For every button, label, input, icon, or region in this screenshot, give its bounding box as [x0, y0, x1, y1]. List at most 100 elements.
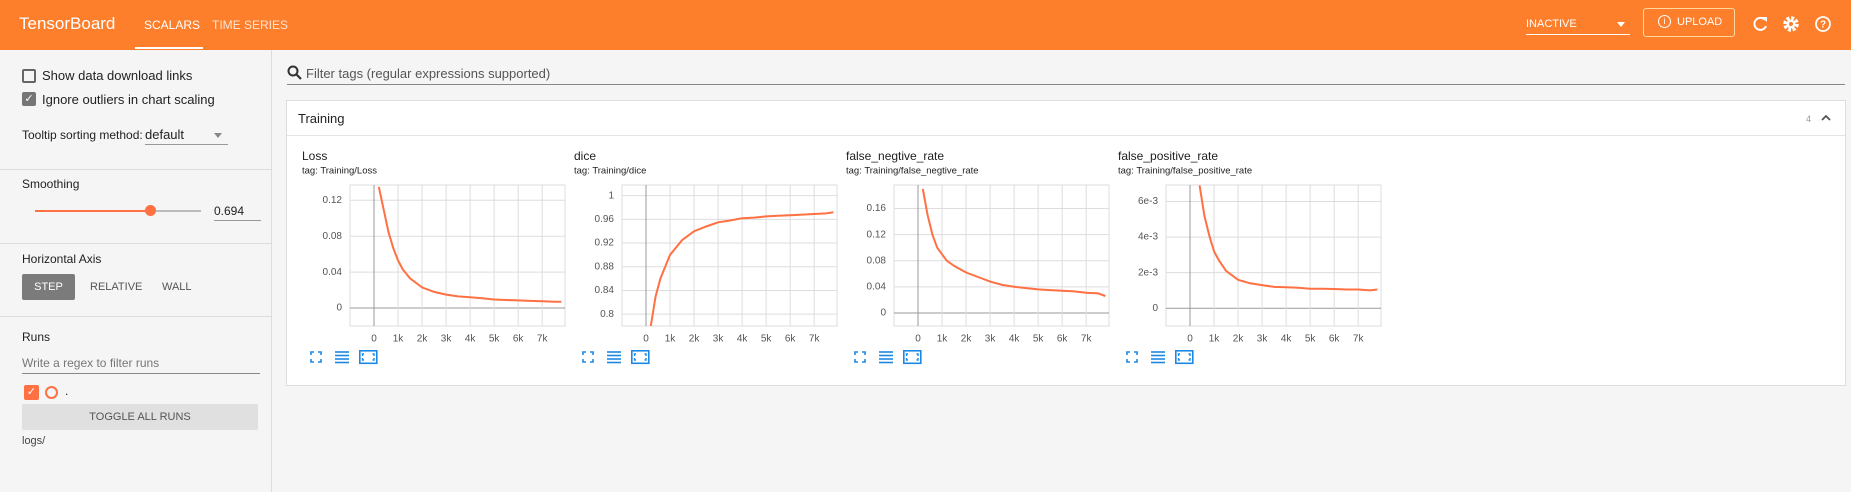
search-input[interactable]: Filter tags (regular expressions support… — [306, 66, 551, 81]
x-tick-label: 6k — [513, 334, 525, 345]
axis-button[interactable]: RELATIVE — [90, 281, 143, 293]
select-underline — [145, 144, 228, 145]
y-tick-label: 0.8 — [600, 309, 614, 320]
refresh-arc — [1753, 16, 1767, 31]
run-color[interactable] — [45, 386, 58, 399]
tab[interactable]: TIME SERIES — [212, 18, 289, 32]
data-table-icon[interactable] — [1151, 351, 1165, 364]
x-tick-label: 1k — [937, 334, 949, 345]
search-icon — [287, 65, 302, 80]
refresh-icon[interactable] — [1751, 15, 1769, 33]
y-tick-label: 0.04 — [867, 281, 887, 292]
section-count: 4 — [1806, 114, 1812, 124]
chart-subtitle: tag: Training/dice — [574, 166, 646, 177]
fullscreen-icon[interactable] — [854, 351, 866, 363]
filter-underline — [22, 373, 260, 374]
x-tick-label: 3k — [985, 334, 997, 345]
y-tick-label: 0.88 — [595, 261, 615, 272]
y-tick-label: 2e-3 — [1138, 267, 1158, 278]
x-tick-label: 4k — [737, 334, 749, 345]
axis-button-selected[interactable]: STEP — [22, 274, 75, 300]
smoothing-input[interactable]: 0.694 — [214, 204, 245, 218]
x-tick-label: 7k — [1353, 334, 1365, 345]
plot-frame — [349, 184, 566, 327]
y-tick-label: 0.12 — [323, 195, 343, 206]
plot-frame — [621, 184, 838, 327]
x-tick-label: 2k — [961, 334, 973, 345]
tab-indicator — [135, 47, 203, 49]
x-tick-label: 2k — [689, 334, 701, 345]
fit-domain-icon[interactable] — [631, 350, 650, 365]
fullscreen-icon[interactable] — [310, 351, 322, 363]
chart-card: false_negtive_rate tag: Training/false_ne… — [846, 148, 1114, 378]
checkbox-label: Ignore outliers in chart scaling — [42, 92, 215, 107]
y-tick-label: 0.96 — [595, 214, 615, 225]
icon-shape — [1126, 351, 1138, 363]
x-tick-label: 7k — [537, 334, 549, 345]
fit-domain-icon[interactable] — [903, 350, 922, 365]
x-tick-label: 4k — [465, 334, 477, 345]
settings-icon[interactable] — [1782, 15, 1800, 33]
slider-thumb[interactable] — [144, 205, 156, 216]
status-select[interactable]: INACTIVE — [1526, 18, 1577, 30]
toggle-runs-button[interactable]: TOGGLE ALL RUNS — [22, 404, 258, 430]
fullscreen-icon[interactable] — [582, 351, 594, 363]
checkbox-label: Show data download links — [42, 68, 193, 83]
chart-subtitle: tag: Training/false_positive_rate — [1118, 166, 1252, 177]
data-table-icon[interactable] — [335, 351, 349, 364]
series-line — [377, 186, 562, 303]
checkbox[interactable] — [22, 69, 36, 83]
x-tick-label: 3k — [441, 334, 453, 345]
x-tick-label: 0 — [1187, 334, 1193, 345]
fullscreen-icon[interactable] — [1126, 351, 1138, 363]
x-tick-label: 6k — [1329, 334, 1341, 345]
refresh-head — [1762, 17, 1767, 22]
help-mark: ? — [1820, 20, 1826, 31]
data-table-icon[interactable] — [879, 351, 893, 364]
runs-filter[interactable]: Write a regex to filter runs — [22, 356, 160, 370]
fit-domain-icon[interactable] — [1175, 350, 1194, 365]
y-tick-label: 4e-3 — [1138, 232, 1158, 243]
x-tick-label: 2k — [1233, 334, 1245, 345]
help-icon[interactable]: ? — [1814, 15, 1832, 33]
app-header: TensorBoard SCALARS TIME SERIES INACTIVE… — [0, 0, 1851, 50]
dropdown-arrow — [1617, 22, 1625, 27]
logdir: logs/ — [22, 435, 46, 447]
x-tick-label: 0 — [371, 334, 377, 345]
tab[interactable]: SCALARS — [144, 18, 201, 32]
icon-shape — [1175, 350, 1194, 365]
chart-card: dice tag: Training/dice 0.8 0.84 0.88 0.92 0.9… — [574, 148, 842, 378]
chart-subtitle: tag: Training/Loss — [302, 166, 377, 177]
run-checkbox[interactable]: ✓ — [24, 385, 39, 400]
tooltip-select[interactable]: default — [145, 127, 185, 142]
data-table-icon[interactable] — [607, 351, 621, 364]
x-tick-label: 3k — [713, 334, 725, 345]
fit-domain-icon[interactable] — [359, 350, 378, 365]
icon-shape — [905, 353, 919, 361]
chart: false_positive_rate tag: Training/false_p… — [1118, 149, 1382, 365]
series-line — [921, 188, 1106, 297]
smoothing-label: Smoothing — [22, 177, 80, 191]
run-name: . — [65, 384, 69, 398]
collapse-icon[interactable] — [1819, 111, 1833, 125]
select-underline — [1526, 34, 1630, 35]
chart: dice tag: Training/dice 0.8 0.84 0.88 0.92 0.9… — [574, 149, 838, 365]
section-title: Training — [298, 111, 345, 126]
icon-shape — [359, 350, 378, 365]
x-tick-label: 1k — [1209, 334, 1221, 345]
icon-shape — [854, 351, 866, 363]
upload-button[interactable]: i UPLOAD — [1643, 8, 1735, 37]
y-tick-label: 6e-3 — [1138, 196, 1158, 207]
x-tick-label: 1k — [665, 334, 677, 345]
icon-shape — [582, 351, 594, 363]
help-circle — [1815, 16, 1831, 32]
series-line — [649, 211, 834, 326]
axis-button[interactable]: WALL — [162, 281, 192, 293]
checkbox-checked[interactable]: ✓ — [22, 92, 36, 106]
x-tick-label: 1k — [393, 334, 405, 345]
y-tick-label: 0.08 — [867, 255, 887, 266]
x-tick-label: 7k — [1081, 334, 1093, 345]
icon-shape — [633, 353, 647, 361]
x-tick-label: 5k — [761, 334, 773, 345]
